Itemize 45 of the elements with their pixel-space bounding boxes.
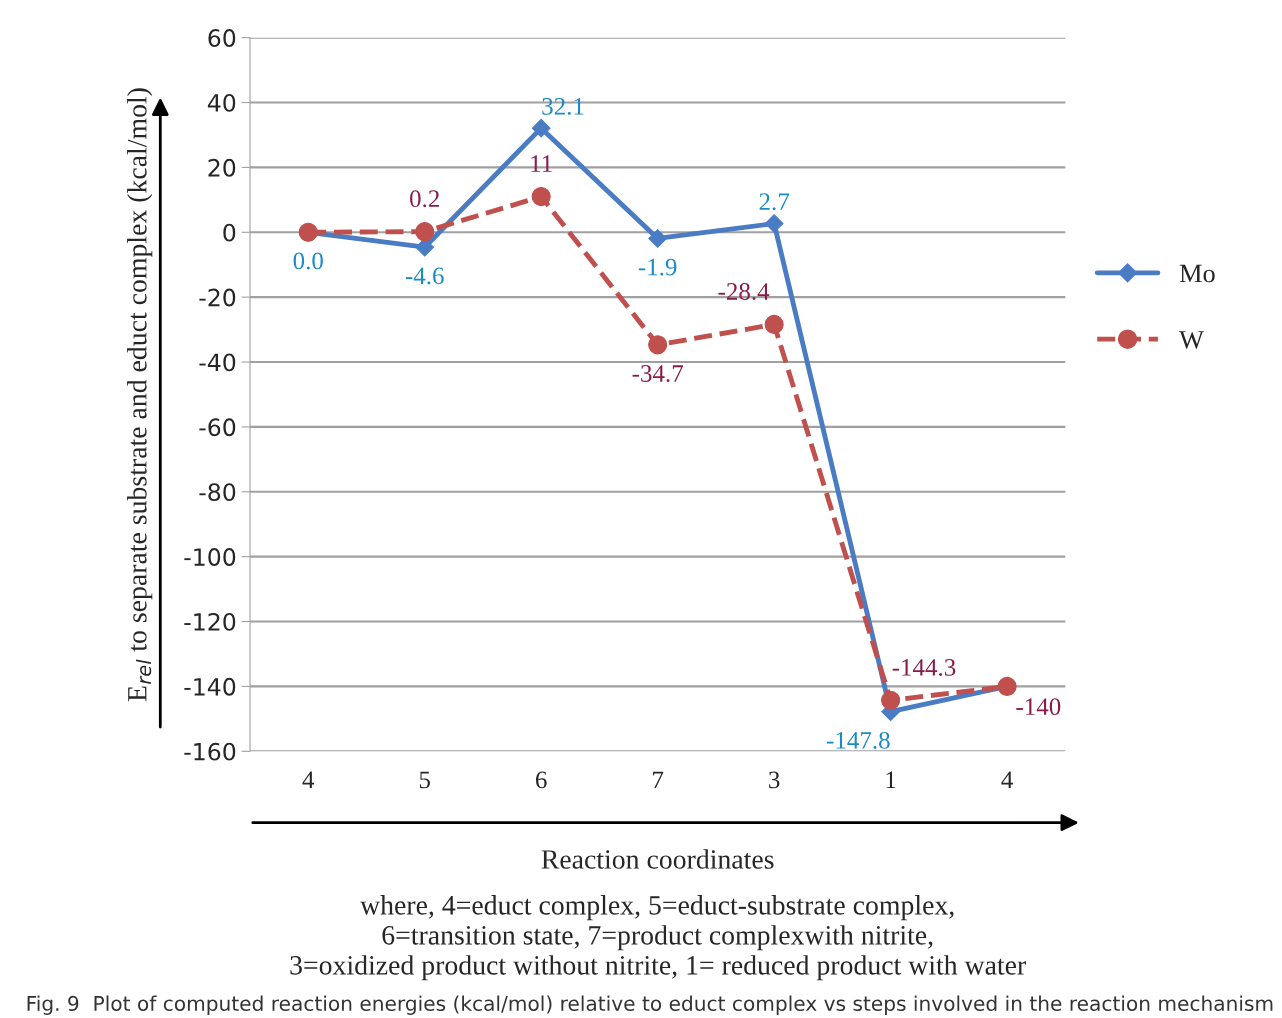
x-tick-label: 7 bbox=[653, 771, 664, 789]
point bbox=[415, 222, 435, 242]
y-tick-label: -80 bbox=[199, 483, 236, 502]
point bbox=[881, 690, 901, 710]
data-label: -4.6 bbox=[405, 267, 444, 285]
y-tick-label: -140 bbox=[184, 677, 236, 696]
point bbox=[531, 187, 551, 207]
legend-label: W bbox=[1179, 331, 1204, 349]
legend-label: Mo bbox=[1179, 264, 1215, 283]
data-label: -144.3 bbox=[892, 659, 956, 676]
y-axis-title: E$_{rel}$ to separate substrate and educt complex (kcal/mol) bbox=[127, 88, 153, 702]
y-tick-label: -160 bbox=[184, 742, 236, 761]
data-label: 32.1 bbox=[542, 97, 584, 115]
data-label: -28.4 bbox=[718, 283, 770, 300]
x-tick-label: 1 bbox=[886, 771, 896, 789]
x-tick-label: 6 bbox=[536, 771, 547, 789]
caption: Fig. 9 Plot of computed reaction energies (kcal/mol) relative to educt complex vs steps involved in the reaction mechanism bbox=[27, 995, 1273, 1015]
y-tick-label: 60 bbox=[208, 29, 236, 47]
data-label: -140 bbox=[1016, 698, 1061, 716]
x-tick-label: 5 bbox=[419, 771, 430, 789]
y-tick-label: 0 bbox=[223, 223, 236, 242]
point bbox=[648, 229, 668, 248]
data-label: -1.9 bbox=[638, 258, 677, 276]
data-label: 0.0 bbox=[293, 252, 323, 270]
y-tick-label: -60 bbox=[199, 418, 236, 437]
y-tick-label: 20 bbox=[208, 158, 236, 177]
point bbox=[531, 118, 551, 138]
point bbox=[764, 314, 784, 334]
data-label: 11 bbox=[531, 155, 552, 172]
point bbox=[648, 335, 668, 355]
data-label: -147.8 bbox=[826, 731, 890, 749]
x-axis-title: Reaction coordinates bbox=[541, 849, 774, 869]
x-tick-label: 3 bbox=[769, 771, 780, 789]
y-tick-label: -120 bbox=[184, 612, 236, 631]
text: where, 4=educt complex, 5=educt-substrate complex, 6=transition state, 7=product complexwith nitrite, 3=oxidized product without nitrite, 1= reduced product with water bbox=[290, 895, 1026, 981]
data-label: 2.7 bbox=[759, 193, 790, 211]
point bbox=[764, 214, 784, 233]
x-tick-label: 4 bbox=[302, 771, 315, 789]
y-tick-label: -100 bbox=[184, 548, 236, 566]
y-tick-label: -40 bbox=[199, 353, 236, 372]
data-label: -34.7 bbox=[632, 365, 683, 382]
data-label: 0.2 bbox=[410, 190, 439, 208]
x-tick-label: 4 bbox=[1001, 771, 1013, 789]
y-tick-label: -20 bbox=[199, 288, 236, 307]
y-tick-label: 40 bbox=[207, 93, 236, 112]
